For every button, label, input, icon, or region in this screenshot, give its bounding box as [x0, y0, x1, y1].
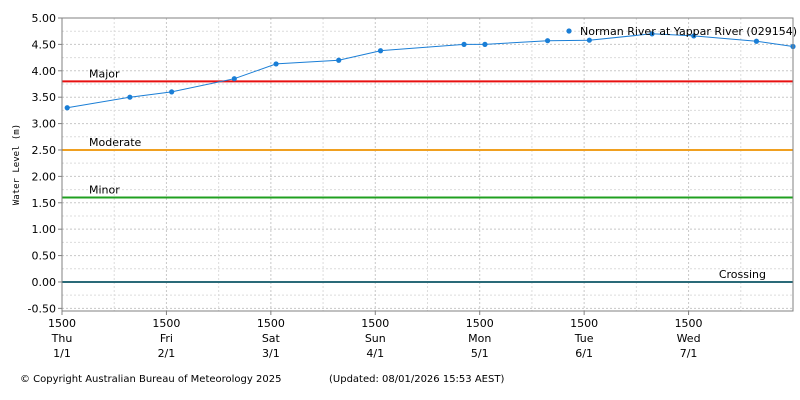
water-level-chart: Major Moderate Minor Crossing Norman River a… — [12, 12, 797, 360]
x-tick-date: 1/1 — [53, 347, 71, 360]
x-tick-time: 1500 — [257, 317, 285, 330]
x-tick-day: Sun — [365, 332, 386, 345]
y-tick-label: 1.00 — [32, 223, 57, 236]
y-tick-label: 5.00 — [32, 12, 57, 25]
threshold-label: Minor — [89, 183, 120, 196]
y-tick-label: 4.50 — [32, 38, 57, 51]
x-tick-date: 7/1 — [680, 347, 698, 360]
data-point — [691, 33, 697, 39]
x-tick-date: 5/1 — [471, 347, 489, 360]
x-tick-time: 1500 — [570, 317, 598, 330]
data-point — [377, 48, 384, 54]
copyright-text: © Copyright Australian Bureau of Meteoro… — [20, 374, 282, 385]
threshold-label: Major — [89, 67, 120, 80]
data-point — [169, 89, 175, 95]
data-point — [461, 41, 467, 47]
x-tick-date: 2/1 — [158, 347, 176, 360]
threshold-label: Moderate — [89, 136, 142, 149]
x-tick-time: 1500 — [361, 317, 389, 330]
x-tick-day: Mon — [468, 332, 491, 345]
x-tick-date: 6/1 — [575, 347, 593, 360]
data-point — [127, 94, 133, 100]
x-tick-time: 1500 — [48, 317, 76, 330]
data-point — [336, 57, 342, 63]
x-tick-day: Tue — [574, 332, 594, 345]
threshold-label: Crossing — [719, 268, 766, 281]
y-tick-label: 0.00 — [32, 276, 57, 289]
x-tick-date: 4/1 — [366, 347, 384, 360]
y-tick-label: 3.50 — [32, 91, 57, 104]
x-tick-day: Sat — [262, 332, 281, 345]
y-tick-label: 4.00 — [32, 65, 57, 78]
y-tick-label: 1.50 — [32, 197, 57, 210]
y-axis-label: Water Level (m) — [12, 124, 22, 205]
x-tick-day: Wed — [677, 332, 701, 345]
data-point — [231, 76, 237, 82]
data-point — [649, 31, 655, 37]
y-tick-label: 2.50 — [32, 144, 57, 157]
plot-border — [61, 17, 794, 312]
x-tick-day: Fri — [160, 332, 173, 345]
x-tick-time: 1500 — [152, 317, 180, 330]
data-point — [273, 61, 279, 67]
y-tick-label: 2.00 — [32, 170, 57, 183]
data-point — [544, 38, 551, 44]
legend-label: Norman River at Yappar River (029154) — [580, 25, 797, 38]
x-tick-day: Thu — [51, 332, 73, 345]
y-tick-label: 0.50 — [32, 250, 57, 263]
legend-marker — [566, 28, 572, 34]
x-tick-time: 1500 — [466, 317, 494, 330]
data-point — [753, 38, 760, 44]
data-point — [64, 105, 70, 111]
x-tick-date: 3/1 — [262, 347, 280, 360]
data-point — [586, 37, 592, 43]
updated-timestamp: (Updated: 08/01/2026 15:53 AEST) — [329, 374, 505, 385]
y-tick-label: -0.50 — [28, 302, 56, 315]
x-tick-time: 1500 — [675, 317, 703, 330]
y-tick-label: 3.00 — [32, 118, 57, 131]
data-point — [482, 41, 488, 47]
